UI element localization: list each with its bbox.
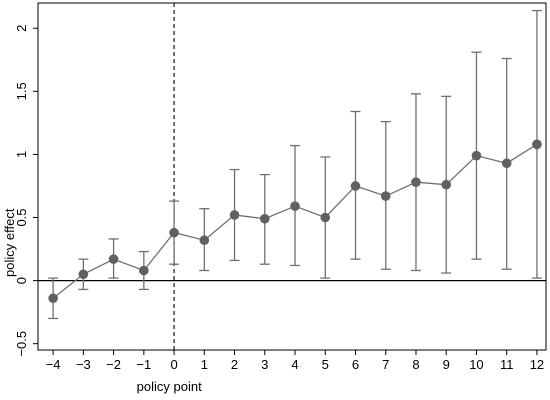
y-tick-label--0.5: −0.5 bbox=[14, 331, 29, 357]
data-point-12 bbox=[532, 139, 542, 150]
data-point-10 bbox=[471, 150, 482, 161]
x-tick-label-10: 10 bbox=[469, 357, 483, 372]
x-tick-label--4: −4 bbox=[46, 357, 61, 372]
x-tick-label-3: 3 bbox=[261, 357, 268, 372]
x-axis-title: policy point bbox=[137, 379, 202, 394]
data-point--1 bbox=[139, 265, 149, 276]
x-tick-label-2: 2 bbox=[231, 357, 238, 372]
points-group bbox=[48, 139, 542, 304]
reference-lines-group bbox=[38, 3, 546, 350]
y-tick-label-0: 0 bbox=[14, 277, 29, 284]
x-tick-label-0: 0 bbox=[170, 357, 177, 372]
data-point-3 bbox=[259, 213, 270, 224]
data-point--4 bbox=[48, 293, 58, 304]
x-tick-label-4: 4 bbox=[291, 357, 298, 372]
x-tick-label-5: 5 bbox=[322, 357, 329, 372]
x-tick-label-12: 12 bbox=[530, 357, 544, 372]
y-tick-label-1: 1 bbox=[14, 151, 29, 158]
x-ticks-group: −4 −3 −2 −1 0 1 2 3 4 5 6 7 8 9 10 11 12 bbox=[46, 350, 544, 372]
data-point--2 bbox=[108, 254, 119, 264]
x-tick-label--2: −2 bbox=[106, 357, 121, 372]
x-tick-label-1: 1 bbox=[201, 357, 208, 372]
x-tick-label-7: 7 bbox=[382, 357, 389, 372]
data-point--3 bbox=[78, 269, 89, 280]
x-tick-label-6: 6 bbox=[352, 357, 359, 372]
data-point-6 bbox=[350, 181, 361, 191]
data-point-1 bbox=[199, 235, 210, 246]
x-tick-label--3: −3 bbox=[76, 357, 91, 372]
data-point-0 bbox=[169, 227, 179, 238]
plot-frame bbox=[37, 2, 547, 351]
x-tick-label--1: −1 bbox=[136, 357, 151, 372]
x-tick-label-11: 11 bbox=[500, 357, 514, 372]
data-point-5 bbox=[320, 212, 331, 223]
y-axis-title: policy effect bbox=[2, 208, 17, 277]
y-ticks-group: −0.5 0 0.5 1 1.5 2 bbox=[14, 25, 38, 357]
y-tick-label-2: 2 bbox=[14, 25, 29, 32]
x-tick-label-8: 8 bbox=[412, 357, 419, 372]
data-point-8 bbox=[411, 177, 421, 187]
plot-frame-group bbox=[37, 2, 547, 351]
data-point-4 bbox=[290, 201, 300, 211]
x-tick-label-9: 9 bbox=[443, 357, 450, 372]
y-tick-label-0.5: 0.5 bbox=[14, 208, 29, 226]
data-point-7 bbox=[380, 191, 391, 201]
y-tick-label-1.5: 1.5 bbox=[14, 82, 29, 100]
data-point-11 bbox=[501, 158, 512, 169]
data-point-9 bbox=[441, 179, 452, 190]
data-point-2 bbox=[229, 210, 240, 220]
